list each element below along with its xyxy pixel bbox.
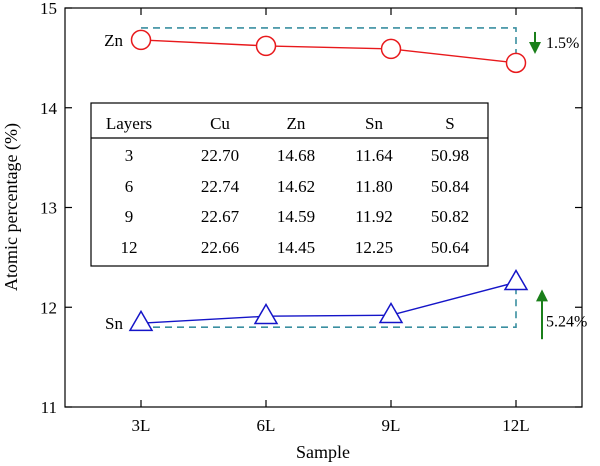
table-cell: 14.62 <box>277 177 315 196</box>
data-table: Layers Cu Zn Sn S 3 22.70 14.68 11.64 50.98 6 22.74… <box>90 102 489 267</box>
data-point-zn <box>380 38 402 60</box>
data-point-zn <box>255 35 277 57</box>
table-cell: 3 <box>125 146 134 165</box>
arrow-head-zn <box>529 41 541 54</box>
annotation-label-zn: 1.5% <box>546 35 579 52</box>
data-point-sn <box>378 301 404 324</box>
table-border <box>90 102 489 267</box>
table-cell: 22.66 <box>201 238 239 257</box>
y-tick-label: 14 <box>40 99 58 118</box>
table-header-cell: S <box>445 114 454 133</box>
data-point-sn <box>253 302 279 325</box>
y-tick-label: 11 <box>41 398 57 417</box>
series-line-zn <box>140 39 517 64</box>
table-cell: 6 <box>125 177 134 196</box>
y-tick-label: 12 <box>40 298 57 317</box>
table-cell: 22.70 <box>201 146 239 165</box>
data-point-zn <box>505 52 527 74</box>
table-cell: 11.92 <box>355 207 393 226</box>
table-cell: 50.82 <box>431 207 469 226</box>
table-header-cell: Sn <box>365 114 383 133</box>
table-cell: 14.68 <box>277 146 315 165</box>
reference-guide-sn <box>141 282 517 329</box>
series-layer: Zn Sn <box>104 29 529 333</box>
table-cell: 11.80 <box>355 177 393 196</box>
annotations: 1.5% 5.24% <box>529 31 587 340</box>
table-cell: 50.84 <box>431 177 470 196</box>
data-point-zn <box>130 29 152 51</box>
table-cell: 50.64 <box>431 238 470 257</box>
reference-guides <box>141 27 517 329</box>
x-tick-label: 9L <box>382 416 401 435</box>
table-header-cell: Cu <box>210 114 230 133</box>
table-header-cell: Layers <box>106 114 152 133</box>
series-line-sn <box>140 281 517 324</box>
series-label-sn: Sn <box>105 314 123 333</box>
x-tick-label: 3L <box>132 416 151 435</box>
reference-guide-zn <box>141 27 517 63</box>
data-point-sn <box>503 269 529 291</box>
y-axis-title: Atomic percentage (%) <box>1 123 22 291</box>
table-cell: 12 <box>121 238 138 257</box>
table-cell: 9 <box>125 207 134 226</box>
y-tick-label: 13 <box>40 199 57 218</box>
table-header-cell: Zn <box>287 114 306 133</box>
x-tick-label: 6L <box>257 416 276 435</box>
table-cell: 12.25 <box>355 238 393 257</box>
annotation-label-sn: 5.24% <box>546 313 587 330</box>
table-cell: 14.45 <box>277 238 315 257</box>
y-tick-label: 15 <box>40 0 57 18</box>
series-label-zn: Zn <box>104 31 123 50</box>
table-cell: 11.64 <box>355 146 393 165</box>
x-tick-label: 12L <box>502 416 529 435</box>
table-cell: 50.98 <box>431 146 469 165</box>
table-cell: 14.59 <box>277 207 315 226</box>
data-point-sn <box>128 309 154 332</box>
axes: 11 12 13 14 15 3L 6L 9L 12L <box>40 0 582 435</box>
table-cell: 22.67 <box>201 207 240 226</box>
table-cell: 22.74 <box>201 177 240 196</box>
arrow-head-sn <box>536 289 548 302</box>
x-axis-title: Sample <box>296 442 350 462</box>
